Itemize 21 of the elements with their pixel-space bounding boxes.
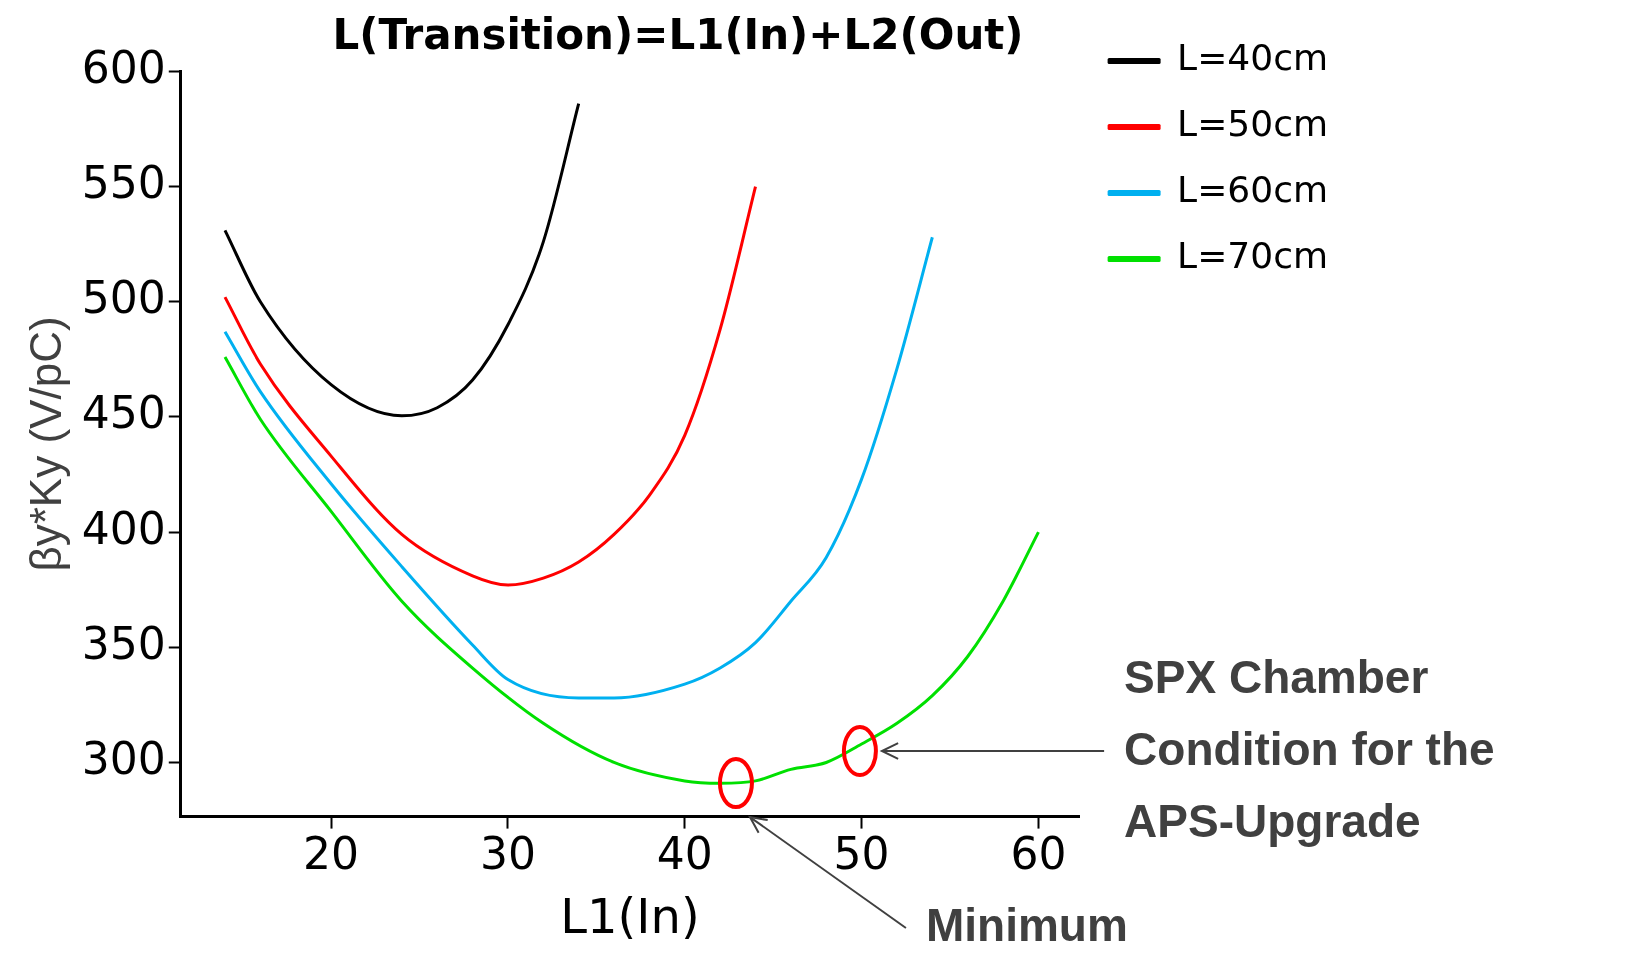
y-tick-label: 550	[81, 157, 166, 209]
legend-label: L=60cm	[1177, 169, 1328, 211]
y-tick-label: 500	[81, 272, 166, 324]
text: SPX Chamber Condition for the APS-Upgrade	[1124, 651, 1495, 848]
x-tick-label: 60	[1010, 828, 1067, 880]
y-tick-label: 300	[81, 732, 166, 784]
y-tick-label: 400	[81, 502, 166, 554]
y-tick-label: 600	[81, 41, 166, 93]
x-tick-label: 50	[833, 828, 890, 880]
y-axis-title: βy*Ky (V/pC)	[20, 316, 70, 572]
x-tick-label: 40	[656, 828, 713, 880]
legend-label: L=70cm	[1177, 235, 1328, 277]
legend-label: L=40cm	[1177, 37, 1328, 79]
x-axis-title: L1(In)	[560, 887, 700, 944]
y-tick-label: 450	[81, 387, 166, 439]
text: Minimum	[925, 899, 1128, 951]
chart-title: L(Transition)=L1(In)+L2(Out)	[332, 10, 1024, 60]
y-tick-label: 350	[81, 617, 166, 669]
x-tick-label: 30	[479, 828, 536, 880]
x-tick-label: 20	[303, 828, 360, 880]
legend-label: L=50cm	[1177, 103, 1328, 145]
